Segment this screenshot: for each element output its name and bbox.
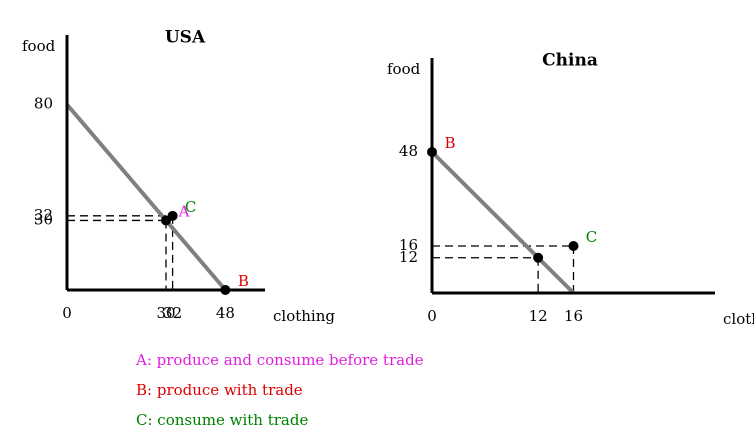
chart-title: China: [542, 51, 598, 71]
legend-entry: A: produce and consume before trade: [135, 351, 424, 369]
point-label: C: [586, 228, 597, 246]
point: [568, 241, 579, 251]
point-label: A: [178, 202, 190, 220]
y-tick-label: 12: [399, 248, 418, 266]
y-tick-label: 32: [34, 206, 53, 224]
legend-entry: C: consume with trade: [136, 411, 308, 429]
x-tick-label: 32: [163, 304, 182, 322]
point-label: B: [444, 134, 455, 152]
y-axis-label: food: [387, 60, 421, 78]
legend-entry: B: produce with trade: [136, 381, 303, 399]
point-label: C: [185, 198, 196, 216]
ppf-line: [430, 150, 575, 295]
y-tick-label: 30: [34, 210, 53, 228]
x-axis-label: clothing: [723, 310, 754, 328]
x-tick-label: 48: [216, 304, 235, 322]
y-tick-label: 48: [399, 142, 418, 160]
x-tick-label: 0: [62, 304, 72, 322]
y-tick-label: 16: [399, 236, 418, 254]
point: [220, 285, 231, 295]
point: [533, 252, 544, 263]
x-tick-label: 0: [427, 307, 437, 325]
point-label: B: [238, 272, 249, 290]
x-tick-label: 16: [564, 307, 583, 325]
point: [167, 210, 178, 221]
x-axis-label: clothing: [273, 307, 335, 325]
chart-title: USA: [165, 28, 206, 48]
point: [427, 147, 437, 157]
y-axis-label: food: [22, 37, 56, 55]
x-tick-label: 30: [156, 304, 175, 322]
x-tick-label: 12: [529, 307, 548, 325]
ppf-line: [65, 103, 227, 292]
y-tick-label: 80: [34, 95, 53, 113]
